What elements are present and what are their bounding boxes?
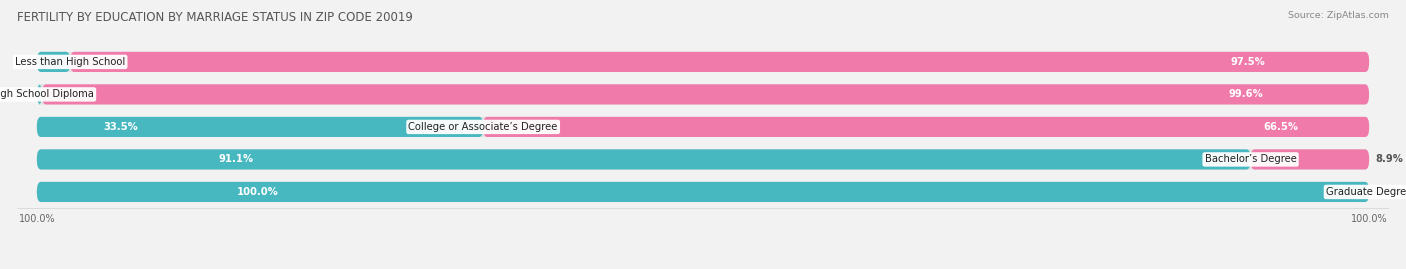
Text: 2.5%: 2.5% [38, 57, 66, 67]
FancyBboxPatch shape [70, 52, 1369, 72]
Text: Graduate Degree: Graduate Degree [1326, 187, 1406, 197]
Text: Source: ZipAtlas.com: Source: ZipAtlas.com [1288, 11, 1389, 20]
Text: 91.1%: 91.1% [219, 154, 254, 164]
Text: 99.6%: 99.6% [1227, 89, 1263, 100]
Text: 0.39%: 0.39% [3, 89, 38, 100]
Text: FERTILITY BY EDUCATION BY MARRIAGE STATUS IN ZIP CODE 20019: FERTILITY BY EDUCATION BY MARRIAGE STATU… [17, 11, 413, 24]
Text: 33.5%: 33.5% [104, 122, 139, 132]
FancyBboxPatch shape [37, 52, 70, 72]
FancyBboxPatch shape [37, 117, 1369, 137]
FancyBboxPatch shape [37, 149, 1369, 169]
Text: High School Diploma: High School Diploma [0, 89, 94, 100]
Text: 0.0%: 0.0% [1374, 187, 1400, 197]
FancyBboxPatch shape [37, 117, 484, 137]
Text: 8.9%: 8.9% [1376, 154, 1403, 164]
FancyBboxPatch shape [37, 84, 1369, 104]
FancyBboxPatch shape [37, 182, 1369, 202]
FancyBboxPatch shape [42, 84, 1369, 104]
Text: Less than High School: Less than High School [15, 57, 125, 67]
FancyBboxPatch shape [37, 149, 1250, 169]
FancyBboxPatch shape [1250, 149, 1369, 169]
FancyBboxPatch shape [37, 84, 42, 104]
FancyBboxPatch shape [37, 52, 1369, 72]
Text: 97.5%: 97.5% [1230, 57, 1265, 67]
Text: Bachelor’s Degree: Bachelor’s Degree [1205, 154, 1296, 164]
FancyBboxPatch shape [37, 182, 1369, 202]
FancyBboxPatch shape [484, 117, 1369, 137]
Text: 66.5%: 66.5% [1263, 122, 1298, 132]
Text: College or Associate’s Degree: College or Associate’s Degree [409, 122, 558, 132]
Text: 100.0%: 100.0% [236, 187, 278, 197]
